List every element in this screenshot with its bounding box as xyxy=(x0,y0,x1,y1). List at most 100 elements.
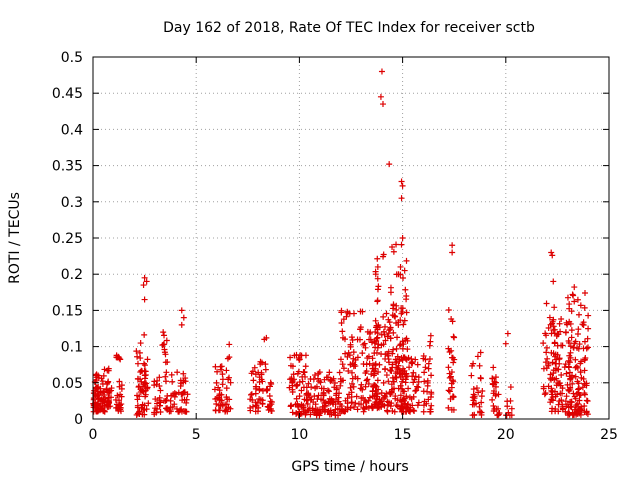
data-point xyxy=(473,385,480,392)
data-point xyxy=(566,318,573,325)
data-point xyxy=(583,397,590,404)
data-point xyxy=(567,343,574,350)
data-point xyxy=(449,394,456,401)
data-point xyxy=(223,385,230,392)
data-point xyxy=(342,397,349,404)
data-point xyxy=(566,359,573,366)
data-point xyxy=(366,394,373,401)
data-point xyxy=(393,374,400,381)
data-point xyxy=(576,397,583,404)
data-point xyxy=(409,358,416,365)
data-point xyxy=(382,393,389,400)
data-point xyxy=(502,340,509,347)
data-point xyxy=(450,378,457,385)
data-point xyxy=(398,178,405,185)
data-point xyxy=(346,391,353,398)
data-point xyxy=(362,344,369,351)
data-point xyxy=(371,392,378,399)
data-point xyxy=(183,396,190,403)
data-point xyxy=(477,375,484,382)
data-point xyxy=(263,334,270,341)
data-point xyxy=(293,395,300,402)
data-point xyxy=(312,372,319,379)
data-point xyxy=(226,396,233,403)
data-point xyxy=(476,362,483,369)
y-tick-label: 0.25 xyxy=(52,231,83,247)
data-point xyxy=(397,263,404,270)
data-point xyxy=(492,374,499,381)
data-point xyxy=(302,363,309,370)
data-point xyxy=(468,372,475,379)
data-point xyxy=(308,384,315,391)
data-point xyxy=(327,399,334,406)
data-point xyxy=(569,412,576,419)
data-point xyxy=(264,386,271,393)
data-point xyxy=(350,349,357,356)
data-point xyxy=(365,380,372,387)
data-point xyxy=(348,399,355,406)
data-point xyxy=(141,274,148,281)
data-point xyxy=(180,370,187,377)
data-point xyxy=(584,344,591,351)
data-point xyxy=(333,392,340,399)
data-point xyxy=(346,352,353,359)
data-point xyxy=(568,334,575,341)
data-point xyxy=(575,386,582,393)
data-point xyxy=(101,366,108,373)
data-point xyxy=(581,304,588,311)
data-point xyxy=(289,409,296,416)
data-point xyxy=(557,382,564,389)
data-point xyxy=(357,326,364,333)
data-point xyxy=(256,374,263,381)
data-point xyxy=(162,359,169,366)
data-point xyxy=(410,369,417,376)
data-point xyxy=(581,390,588,397)
data-point xyxy=(134,396,141,403)
data-point xyxy=(142,368,149,375)
data-point xyxy=(545,325,552,332)
data-point xyxy=(134,360,141,367)
data-point xyxy=(337,378,344,385)
data-point xyxy=(387,335,394,342)
data-point xyxy=(400,354,407,361)
data-point xyxy=(385,378,392,385)
data-point xyxy=(469,401,476,408)
data-point xyxy=(372,271,379,278)
data-point xyxy=(103,385,110,392)
data-point xyxy=(371,367,378,374)
data-point xyxy=(426,342,433,349)
data-point xyxy=(448,406,455,413)
data-point xyxy=(268,398,275,405)
data-point xyxy=(295,403,302,410)
data-point xyxy=(218,366,225,373)
data-point xyxy=(371,350,378,357)
data-point xyxy=(118,401,125,408)
data-point xyxy=(374,326,381,333)
data-point xyxy=(328,411,335,418)
data-point xyxy=(555,408,562,415)
data-point xyxy=(340,365,347,372)
data-point xyxy=(567,354,574,361)
data-point xyxy=(388,400,395,407)
data-point xyxy=(350,355,357,362)
data-point xyxy=(400,365,407,372)
data-point xyxy=(492,392,499,399)
data-point xyxy=(396,358,403,365)
data-point xyxy=(117,356,124,363)
data-point xyxy=(415,399,422,406)
data-point xyxy=(253,402,260,409)
data-point xyxy=(298,401,305,408)
data-point xyxy=(156,394,163,401)
data-point xyxy=(267,379,274,386)
x-tick-label: 5 xyxy=(192,427,201,443)
data-point xyxy=(227,405,234,412)
data-point xyxy=(381,402,388,409)
data-point xyxy=(404,401,411,408)
data-point xyxy=(577,302,584,309)
data-point xyxy=(339,361,346,368)
data-point xyxy=(562,398,569,405)
data-point xyxy=(137,340,144,347)
data-point xyxy=(144,356,151,363)
data-point xyxy=(360,404,367,411)
data-point xyxy=(570,344,577,351)
